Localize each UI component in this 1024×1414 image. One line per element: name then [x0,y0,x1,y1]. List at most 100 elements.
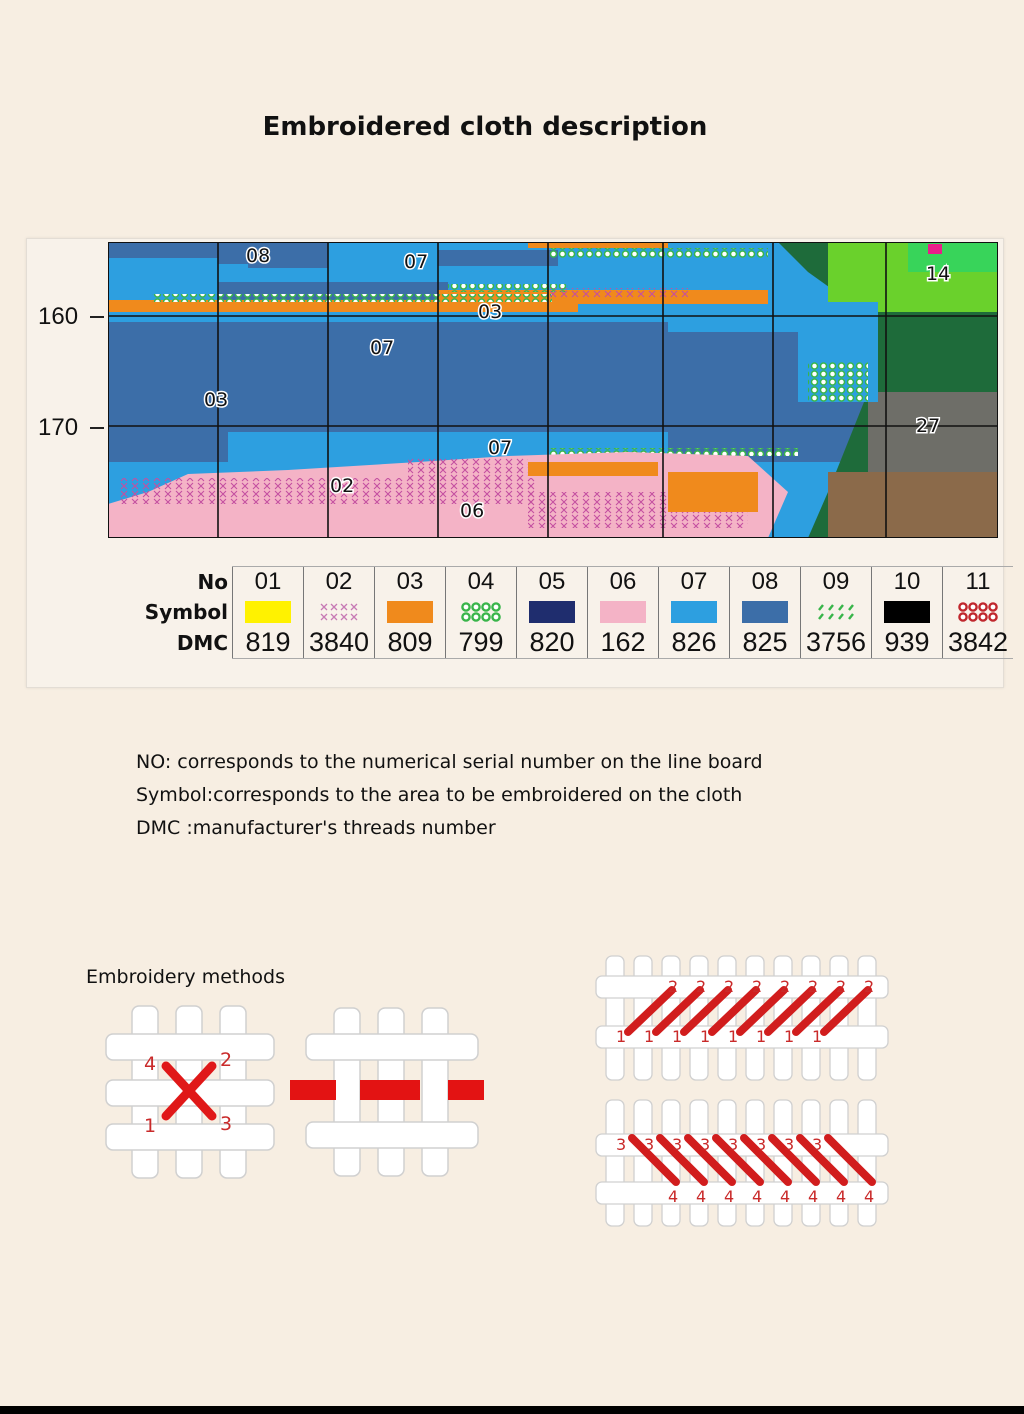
region-label: 03 [478,301,502,323]
legend-no: 11 [942,566,1013,597]
stitch-number: 2 [808,977,818,996]
description-line-symbol: Symbol:corresponds to the area to be emb… [136,784,743,806]
legend-no: 07 [658,566,730,597]
pattern-grid: 08 07 03 07 03 07 02 06 14 27 [108,242,998,538]
description-line-dmc: DMC :manufacturer's threads number [136,817,496,839]
description-block: NO: corresponds to the numerical serial … [136,746,763,845]
region-brown [828,472,998,538]
bottom-bar [0,1406,1024,1414]
straight-stitch-diagram [290,1007,484,1177]
canvas-thread [717,1099,737,1227]
half-stitch [736,986,788,1036]
canvas-thread [661,1099,681,1227]
stitch-number: 4 [808,1187,818,1206]
stitch-number: 3 [812,1135,822,1154]
legend-swatch [955,601,1001,623]
stitch-number: 1 [672,1027,682,1046]
region-label: 06 [460,500,484,522]
legend-no: 09 [800,566,872,597]
row-tick-170 [90,427,104,429]
stitch-number: 1 [812,1027,822,1046]
region-x-cross-stitch-top [548,288,688,298]
region-mid-blue-b [438,250,558,266]
half-stitch [628,1134,680,1186]
legend-dmc: 939 [871,627,943,659]
stitch-number: 4 [864,1187,874,1206]
red-half-stitches [628,1134,876,1186]
legend-dmc: 3842 [942,627,1013,659]
legend-dmc: 809 [374,627,446,659]
stitch-number: 3 [644,1135,654,1154]
region-mid-blue-a [218,242,328,264]
stitch-number: 3 [784,1135,794,1154]
stitch-number: 4 [836,1187,846,1206]
legend-no: 04 [445,566,517,597]
row-tick-160 [90,316,104,318]
half-stitch [684,1134,736,1186]
grid-lines [108,242,998,538]
canvas-thread [689,1099,709,1227]
half-stitch [820,986,872,1036]
region-green-bead-right [808,362,868,402]
region-green-highlight [908,242,998,272]
legend-swatch [813,601,859,623]
half-stitch [624,986,676,1036]
region-label: 07 [404,251,428,273]
legend-header-dmc: DMC [176,630,228,655]
region-label: 07 [370,337,394,359]
region-x-cross-stitch-b [408,458,528,480]
half-stitch [680,986,732,1036]
region-orange-lower [528,462,658,476]
half-stitch [652,986,704,1036]
stitch-number: 1 [784,1027,794,1046]
red-cross-stitch [161,1061,217,1121]
region-green-bead-mid [448,284,568,292]
canvas-thread-h3 [105,1123,275,1151]
region-green-bead-row [152,294,552,302]
region-label: 14 [926,263,950,285]
half-stitch [712,1134,764,1186]
stitch-number: 3 [672,1135,682,1154]
half-stitch [656,1134,708,1186]
region-mid-blue-low [108,432,228,462]
half-stitch [792,986,844,1036]
canvas-thread [633,1099,653,1227]
canvas-thread [773,1099,793,1227]
region-orange-top [528,242,668,248]
region-orange-lower-b [668,472,758,512]
region-label: 03 [204,389,228,411]
stitch-number: 4 [696,1187,706,1206]
half-stitch-row-top: 2 1 2 1 2 1 2 1 2 1 2 1 2 1 2 1 [595,955,889,1081]
legend-swatch [742,601,788,623]
color-legend: No 01 02 03 04 05 06 07 08 09 10 11 Symb… [140,566,1013,659]
region-green-bead-low [548,448,798,456]
legend-swatch [316,601,362,623]
legend-no: 03 [374,566,446,597]
legend-header-symbol: Symbol [144,600,228,624]
legend-no: 06 [587,566,659,597]
row-label-160: 160 [38,303,79,330]
legend-dmc: 162 [587,627,659,659]
canvas-thread [857,955,877,1081]
stitch-number: 4 [144,1053,156,1075]
stitch-number: 2 [780,977,790,996]
legend-dmc: 820 [516,627,588,659]
stitch-number: 2 [668,977,678,996]
stitch-number: 2 [724,977,734,996]
region-mid-blue-top [108,242,218,258]
stitch-number: 1 [756,1027,766,1046]
legend-dmc: 799 [445,627,517,659]
canvas-thread [605,1099,625,1227]
legend-dmc: 825 [729,627,801,659]
canvas-thread [745,1099,765,1227]
stitch-number: 1 [728,1027,738,1046]
legend-swatch [245,601,291,623]
stitch-number: 2 [696,977,706,996]
region-label: 02 [330,475,354,497]
cross-stitch-diagram: 4 2 1 3 [105,1005,275,1179]
legend-header-no: No [197,569,228,594]
legend-swatch [458,601,504,623]
legend-swatch [529,601,575,623]
canvas-thread [857,1099,877,1227]
legend-dmc: 826 [658,627,730,659]
